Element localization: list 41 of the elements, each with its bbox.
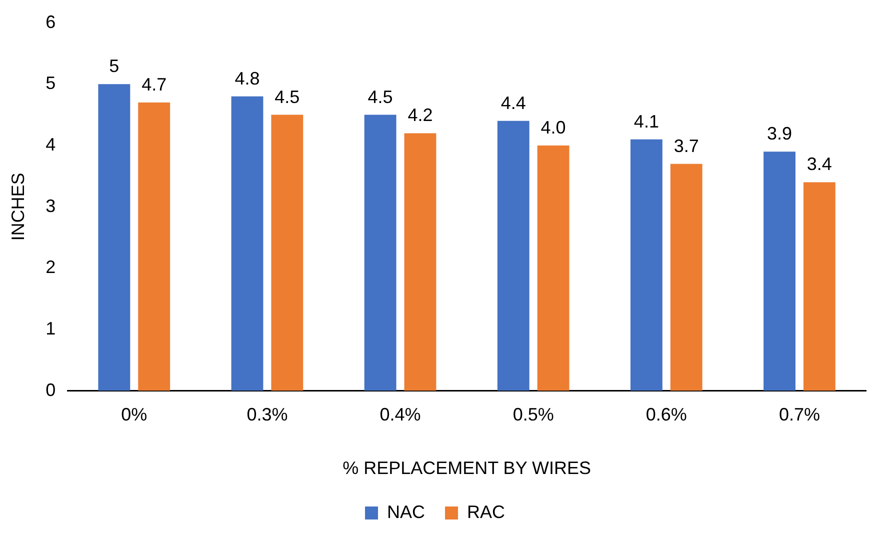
bar xyxy=(803,182,836,391)
bar xyxy=(630,139,662,391)
bar xyxy=(670,164,702,391)
x-tick-label: 0.3% xyxy=(246,404,288,425)
x-tick-label: 0.7% xyxy=(778,404,820,425)
bar xyxy=(138,102,170,391)
bar xyxy=(764,152,796,391)
data-label: 4.1 xyxy=(634,111,659,132)
data-label: 4.0 xyxy=(540,117,566,138)
bar xyxy=(537,145,570,391)
data-label: 3.7 xyxy=(674,136,699,156)
bar xyxy=(231,96,264,391)
y-tick-label: 5 xyxy=(46,73,56,94)
data-label: 4.7 xyxy=(142,74,167,94)
legend-label: NAC xyxy=(386,502,426,522)
bar xyxy=(404,133,436,391)
x-tick-label: 0% xyxy=(121,404,148,425)
bar xyxy=(271,114,304,391)
data-label: 5 xyxy=(109,56,120,76)
y-tick-label: 2 xyxy=(46,257,56,278)
x-tick-label: 0.5% xyxy=(512,404,554,425)
y-tick-label: 0 xyxy=(46,380,56,400)
legend-label: RAC xyxy=(467,502,506,522)
data-label: 4.5 xyxy=(274,86,300,107)
data-label: 4.8 xyxy=(234,68,260,88)
bar xyxy=(497,120,530,391)
y-tick-label: 4 xyxy=(46,134,56,154)
y-axis-title: INCHES xyxy=(8,172,28,241)
x-tick-label: 0.4% xyxy=(380,404,421,425)
data-label: 4.2 xyxy=(408,105,433,126)
bar xyxy=(98,84,130,391)
x-axis-title: % REPLACEMENT BY WIRES xyxy=(342,458,592,478)
y-tick-label: 6 xyxy=(46,12,56,32)
bar xyxy=(364,114,396,391)
y-tick-label: 1 xyxy=(46,318,56,338)
data-label: 3.4 xyxy=(806,154,832,174)
data-label: 4.4 xyxy=(500,92,526,113)
y-tick-label: 3 xyxy=(46,196,56,216)
data-label: 3.9 xyxy=(766,124,792,144)
x-tick-label: 0.6% xyxy=(646,404,687,425)
data-label: 4.5 xyxy=(368,86,393,107)
